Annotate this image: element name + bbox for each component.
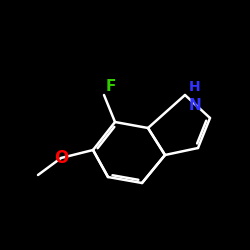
Text: O: O (54, 149, 68, 167)
Text: F: F (106, 79, 117, 94)
Text: N: N (189, 98, 202, 113)
Text: H: H (189, 80, 200, 94)
